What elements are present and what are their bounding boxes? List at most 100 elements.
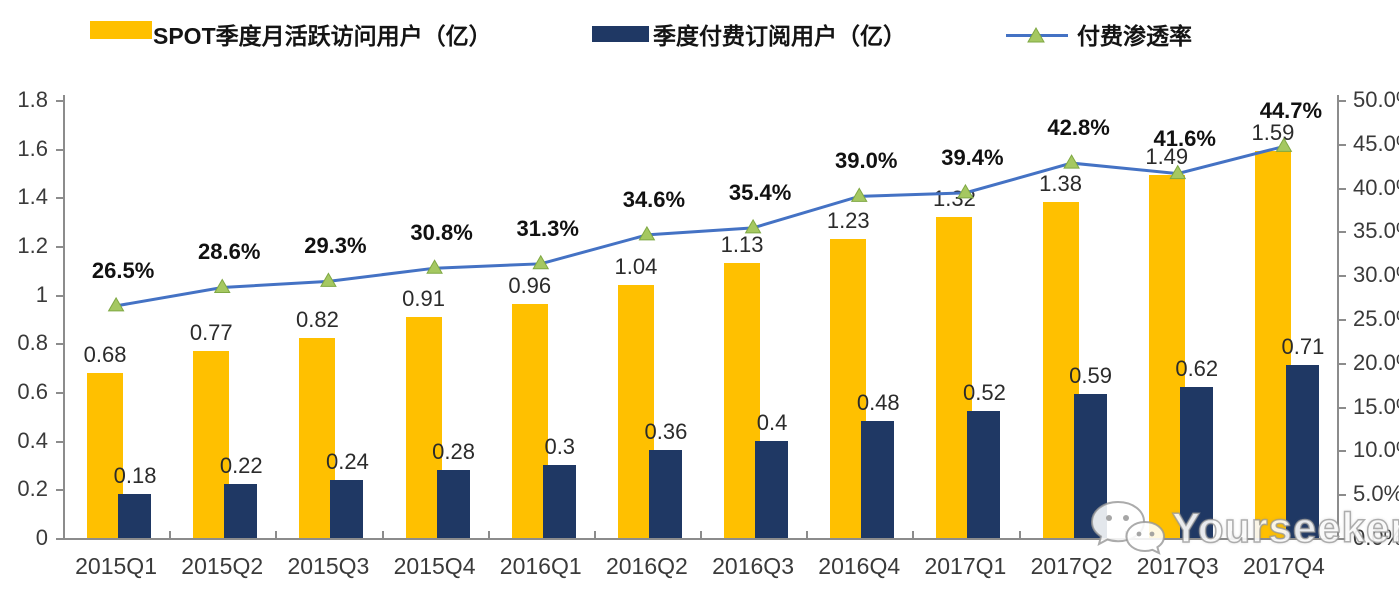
right-axis-tick-label: 0.0% [1353, 525, 1399, 550]
subs-value-label: 0.48 [856, 390, 900, 416]
subs-bar [1073, 394, 1107, 538]
subs-value-label: 0.22 [219, 453, 263, 479]
legend-swatch-mau [90, 21, 152, 39]
mau-value-label: 1.13 [720, 232, 764, 258]
x-axis-category-label: 2017Q4 [1242, 553, 1325, 579]
left-axis-tick-label: 1.2 [17, 233, 48, 258]
right-axis-tick-label: 50.0% [1353, 87, 1399, 112]
penetration-value-label: 30.8% [410, 220, 473, 246]
legend: SPOT季度月活跃访问用户（亿） 季度付费订阅用户（亿） 付费渗透率 [0, 0, 1399, 60]
subs-bar [1179, 387, 1213, 538]
mau-value-label: 0.91 [402, 285, 445, 311]
mau-bar [617, 284, 654, 538]
right-axis-tick-label: 35.0% [1353, 218, 1399, 244]
legend-triangle-marker-icon [1027, 26, 1045, 43]
x-axis-tick [169, 531, 172, 538]
left-axis-tick [56, 440, 63, 443]
triangle-marker-icon [320, 272, 337, 287]
mau-value-label: 1.38 [1039, 171, 1082, 197]
x-axis-category-label: 2017Q2 [1030, 553, 1113, 579]
mau-bar [299, 338, 336, 538]
left-axis-tick-label: 0.6 [17, 379, 48, 404]
right-axis-tick-label: 5.0% [1353, 481, 1399, 507]
right-axis-tick-label: 45.0% [1353, 130, 1399, 156]
right-axis-tick [1339, 275, 1346, 278]
mau-bar [724, 263, 761, 538]
left-axis-tick [56, 197, 63, 200]
triangle-marker-icon [107, 296, 125, 312]
left-axis-tick [56, 148, 63, 151]
right-axis-tick-label: 40.0% [1353, 174, 1399, 200]
legend-label-penetration: 付费渗透率 [1077, 23, 1192, 49]
subs-value-label: 0.3 [544, 434, 576, 459]
right-axis-line [1337, 95, 1339, 540]
bottom-axis-line [63, 538, 1339, 540]
subs-bar [861, 421, 895, 538]
right-axis-tick [1339, 538, 1346, 540]
subs-bar [967, 411, 1001, 538]
triangle-marker-icon [213, 278, 231, 293]
triangle-marker-icon [1063, 154, 1080, 169]
mau-value-label: 0.77 [189, 319, 233, 345]
legend-swatch-subs [592, 26, 649, 42]
left-axis-tick-label: 0.8 [17, 330, 48, 356]
penetration-value-label: 44.7% [1259, 98, 1323, 124]
subs-value-label: 0.4 [756, 409, 788, 435]
right-axis-tick [1339, 231, 1346, 234]
triangle-marker-icon [744, 218, 762, 234]
subs-value-label: 0.71 [1281, 334, 1325, 360]
triangle-marker-icon [638, 225, 656, 241]
subs-value-label: 0.18 [113, 463, 157, 489]
right-axis-tick [1339, 187, 1346, 190]
right-axis-tick [1339, 450, 1346, 453]
right-axis-tick-label: 30.0% [1353, 262, 1399, 288]
left-axis-tick [56, 100, 63, 102]
mau-value-label: 0.82 [295, 307, 339, 333]
subs-value-label: 0.62 [1175, 356, 1219, 382]
penetration-value-label: 39.0% [835, 148, 898, 174]
x-axis-category-label: 2015Q1 [75, 553, 157, 579]
right-axis-tick [1339, 100, 1346, 102]
mau-value-label: 1.32 [932, 185, 976, 211]
left-axis-line [63, 95, 65, 540]
subs-bar [1285, 365, 1319, 538]
right-axis-tick-label: 20.0% [1353, 349, 1399, 375]
penetration-value-label: 42.8% [1047, 115, 1110, 141]
subs-value-label: 0.59 [1069, 363, 1112, 389]
mau-value-label: 0.68 [83, 341, 127, 367]
x-axis-category-label: 2016Q1 [499, 553, 582, 579]
penetration-value-label: 35.4% [728, 179, 792, 205]
right-axis-tick [1339, 362, 1346, 365]
x-axis-tick [593, 531, 596, 538]
left-axis-tick-label: 1.6 [17, 135, 48, 161]
x-axis-tick [700, 531, 702, 538]
subs-bar [330, 479, 364, 538]
x-axis-tick [63, 531, 65, 538]
penetration-value-label: 31.3% [516, 215, 579, 241]
x-axis-category-label: 2016Q4 [818, 553, 901, 579]
subs-bar [118, 494, 152, 538]
left-axis-tick-label: 0 [35, 525, 48, 550]
x-axis-tick [381, 531, 384, 538]
penetration-value-label: 39.4% [941, 144, 1004, 170]
mau-bar [87, 372, 124, 538]
penetration-value-label: 34.6% [622, 186, 686, 212]
subs-value-label: 0.24 [325, 448, 369, 474]
x-axis-category-label: 2015Q3 [287, 553, 370, 579]
mau-bar [511, 304, 548, 538]
subs-value-label: 0.28 [432, 438, 475, 464]
x-axis-tick [806, 531, 809, 538]
mau-bar [405, 316, 442, 538]
subs-bar [436, 469, 470, 538]
subs-bar [755, 440, 789, 538]
legend-label-subs: 季度付费订阅用户（亿） [653, 23, 906, 49]
left-axis-tick-label: 1.4 [17, 184, 48, 210]
x-axis-category-label: 2015Q4 [393, 553, 476, 579]
x-axis-category-label: 2016Q3 [712, 553, 794, 579]
right-axis-tick [1339, 143, 1346, 146]
penetration-line [115, 144, 1285, 308]
right-axis-tick-label: 10.0% [1353, 437, 1399, 463]
right-axis-tick [1339, 406, 1346, 409]
legend-label-mau: SPOT季度月活跃访问用户（亿） [153, 23, 492, 49]
